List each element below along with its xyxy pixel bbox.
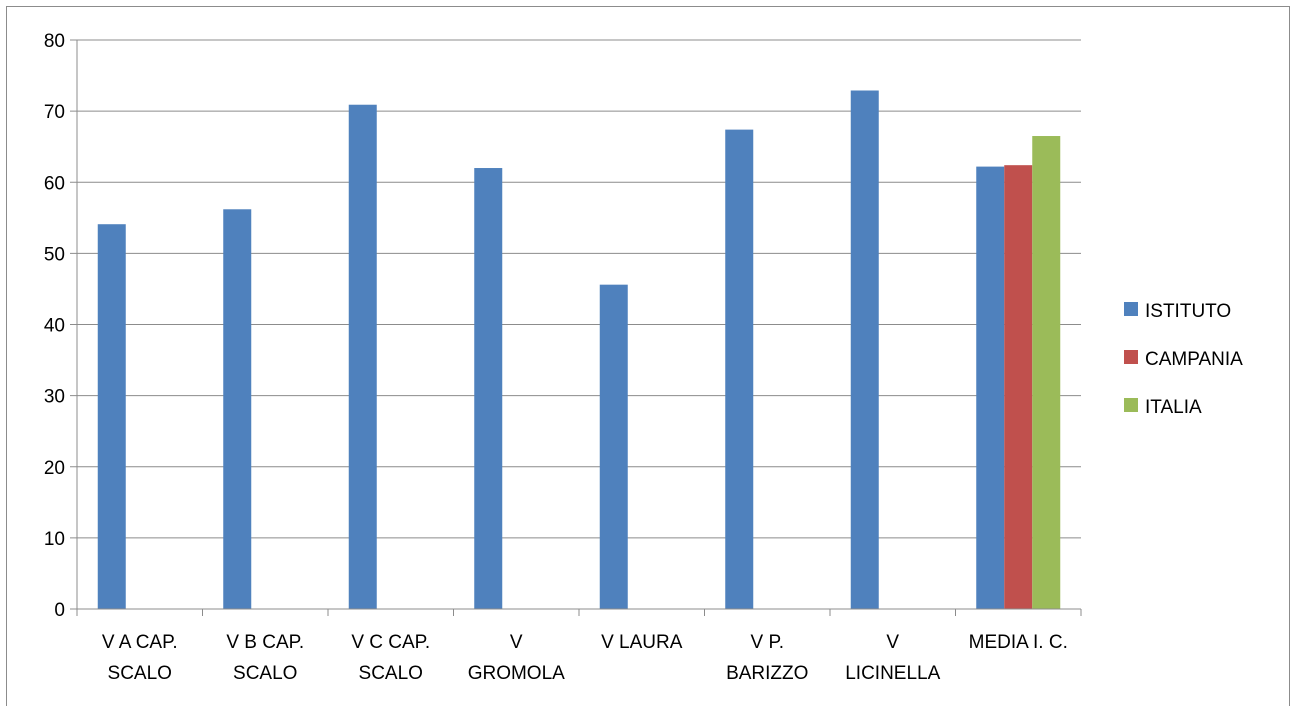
y-tick-label: 70 (44, 102, 65, 123)
x-category-label: V B CAP. SCALO (226, 632, 304, 684)
x-category-label-line: V C CAP. (351, 632, 430, 653)
chart-frame (6, 6, 1290, 706)
x-category-label: MEDIA I. C. (969, 632, 1068, 653)
bar-italia-7 (1032, 136, 1061, 610)
x-category-label-line: V B CAP. (226, 632, 304, 653)
legend-swatch-campania (1124, 350, 1138, 364)
x-category-label-line: SCALO (233, 663, 297, 684)
y-tick-label: 20 (44, 458, 65, 479)
x-category-label-line: V P. (751, 632, 784, 653)
bar-istituto-7 (976, 166, 1005, 610)
x-category-label-line: V (886, 632, 899, 653)
x-category-label: V C CAP. SCALO (351, 632, 430, 684)
x-category-label-line: V A CAP. (102, 632, 178, 653)
x-category-label: V A CAP. SCALO (102, 632, 178, 684)
bar-istituto-3 (474, 168, 503, 609)
x-category-label-line: BARIZZO (726, 663, 808, 684)
axes (70, 39, 1082, 616)
legend-swatch-italia (1124, 398, 1138, 412)
y-tick-label: 60 (44, 173, 65, 194)
bar-istituto-5 (725, 129, 754, 609)
bar-istituto-6 (850, 90, 879, 609)
x-category-label-line: SCALO (359, 663, 423, 684)
x-category-label: V GROMOLA (468, 632, 565, 684)
legend-label-italia: ITALIA (1145, 397, 1202, 418)
x-category-label: V LAURA (601, 632, 683, 653)
bar-istituto-0 (97, 224, 126, 609)
bars (97, 90, 1061, 610)
bar-istituto-2 (348, 104, 377, 609)
x-category-label-line: V LAURA (601, 632, 683, 653)
y-tick-label: 30 (44, 387, 65, 408)
y-tick-label: 40 (44, 316, 65, 337)
y-tick-label: 10 (44, 529, 65, 550)
bar-istituto-4 (599, 284, 628, 609)
x-category-label: V LICINELLA (845, 632, 940, 684)
y-axis-tick-labels: 0 10 20 30 40 50 60 70 80 (44, 31, 65, 621)
x-category-label-line: GROMOLA (468, 663, 565, 684)
x-category-label: V P. BARIZZO (726, 632, 808, 684)
x-category-label-line: V (510, 632, 523, 653)
legend-label-istituto: ISTITUTO (1145, 301, 1231, 322)
legend: ISTITUTO CAMPANIA ITALIA (1124, 301, 1243, 418)
x-category-label-line: MEDIA I. C. (969, 632, 1068, 653)
x-category-label-line: LICINELLA (845, 663, 940, 684)
y-tick-label: 0 (54, 600, 65, 621)
legend-swatch-istituto (1124, 302, 1138, 316)
x-category-label-line: SCALO (108, 663, 172, 684)
bar-campania-7 (1004, 165, 1033, 609)
y-tick-label: 50 (44, 244, 65, 265)
y-tick-label: 80 (44, 31, 65, 52)
legend-label-campania: CAMPANIA (1145, 349, 1243, 370)
bar-istituto-1 (223, 209, 252, 609)
